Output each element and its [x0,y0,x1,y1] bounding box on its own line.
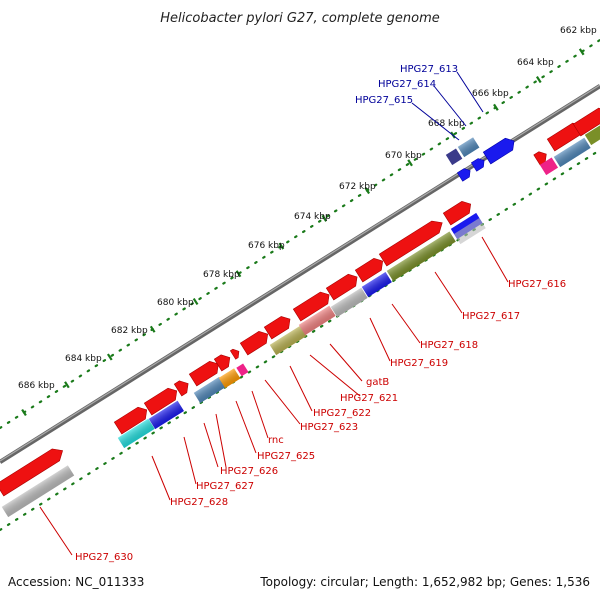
scale-label-668: 668 kbp [428,119,465,129]
gene-arrow[interactable] [470,156,486,172]
scale-tick [278,242,285,250]
gene-arrow[interactable] [239,328,271,356]
gene-label-hpg27-630[interactable]: HPG27_630 [75,552,133,563]
scale-tick [321,214,328,222]
gene-label-hpg27-619[interactable]: HPG27_619 [390,358,448,369]
gene-label-hpg27-617[interactable]: HPG27_617 [462,311,520,322]
scale-arc-outer [0,38,600,430]
gene-arrow[interactable] [456,166,472,182]
scale-label-670: 670 kbp [385,151,422,161]
scale-label-682: 682 kbp [111,326,148,336]
feature-block[interactable] [539,157,559,176]
gene-label-hpg27-618[interactable]: HPG27_618 [420,340,478,351]
scale-label-672: 672 kbp [339,182,376,192]
gene-label-hpg27-627[interactable]: HPG27_627 [196,481,254,492]
scale-tick [407,159,413,167]
scale-tick [578,48,585,56]
scale-tick [493,103,499,111]
gene-labels: HPG27_613 HPG27_614 HPG27_615 HPG27_616 … [75,64,566,563]
gene-arrow[interactable] [213,352,233,372]
gene-arrow[interactable] [113,404,150,435]
scale-label-678: 678 kbp [203,270,240,280]
gene-arrow[interactable] [354,255,386,283]
gene-label-hpg27-623[interactable]: HPG27_623 [300,422,358,433]
gene-arrow[interactable] [292,289,333,322]
scale-label-680: 680 kbp [157,298,194,308]
scale-tick [192,297,199,306]
feature-block[interactable] [445,148,463,166]
feature-block[interactable] [584,124,600,146]
scale-label-674: 674 kbp [294,212,331,222]
gene-label-rnc[interactable]: rnc [268,435,284,446]
scale-tick [364,187,371,195]
gene-arrow[interactable] [229,347,241,360]
gene-label-hpg27-615[interactable]: HPG27_615 [355,95,413,106]
gene-label-hpg27-621[interactable]: HPG27_621 [340,393,398,404]
gene-arrow[interactable] [572,105,600,137]
gene-label-hpg27-614[interactable]: HPG27_614 [378,79,436,90]
gene-arrow[interactable] [482,135,518,165]
gene-label-hpg27-626[interactable]: HPG27_626 [220,466,278,477]
map-title: Helicobacter pylori G27, complete genome [160,11,439,26]
gene-label-hpg27-616[interactable]: HPG27_616 [508,279,566,290]
scale-label-686: 686 kbp [18,381,55,391]
scale-labels: 662 kbp 664 kbp 666 kbp 668 kbp 670 kbp … [18,26,597,391]
accession-text: Accession: NC_011333 [8,575,144,589]
gene-arrow[interactable] [442,198,474,226]
gene-arrow[interactable] [378,217,446,267]
scale-label-676: 676 kbp [248,241,285,251]
feature-block[interactable] [236,363,249,377]
gene-label-gatb[interactable]: gatB [366,377,389,388]
genome-summary-text: Topology: circular; Length: 1,652,982 bp… [259,575,590,589]
forward-strand-genes [0,105,600,497]
scale-label-666: 666 kbp [472,89,509,99]
scale-tick [149,325,156,333]
feature-band [1,124,600,518]
gene-arrow[interactable] [263,313,293,340]
gene-arrow[interactable] [0,445,66,497]
gene-arrow[interactable] [143,385,180,416]
scale-tick [21,408,27,417]
gene-arrow[interactable] [533,149,550,166]
scale-tick [235,270,242,278]
gene-arrow[interactable] [173,378,192,397]
scale-tick [535,76,542,84]
gene-label-hpg27-625[interactable]: HPG27_625 [257,451,315,462]
gene-arrow[interactable] [325,271,361,301]
scale-tick [64,381,70,389]
scale-major-ticks [21,48,585,417]
gene-label-hpg27-622[interactable]: HPG27_622 [313,408,371,419]
scale-label-662: 662 kbp [560,26,597,36]
gene-label-hpg27-613[interactable]: HPG27_613 [400,64,458,75]
scale-label-684: 684 kbp [65,354,102,364]
gene-arrow[interactable] [188,358,222,387]
scale-label-664: 664 kbp [517,58,554,68]
scale-tick [106,353,113,361]
gene-label-hpg27-628[interactable]: HPG27_628 [170,497,228,508]
leader-lines [39,71,509,556]
